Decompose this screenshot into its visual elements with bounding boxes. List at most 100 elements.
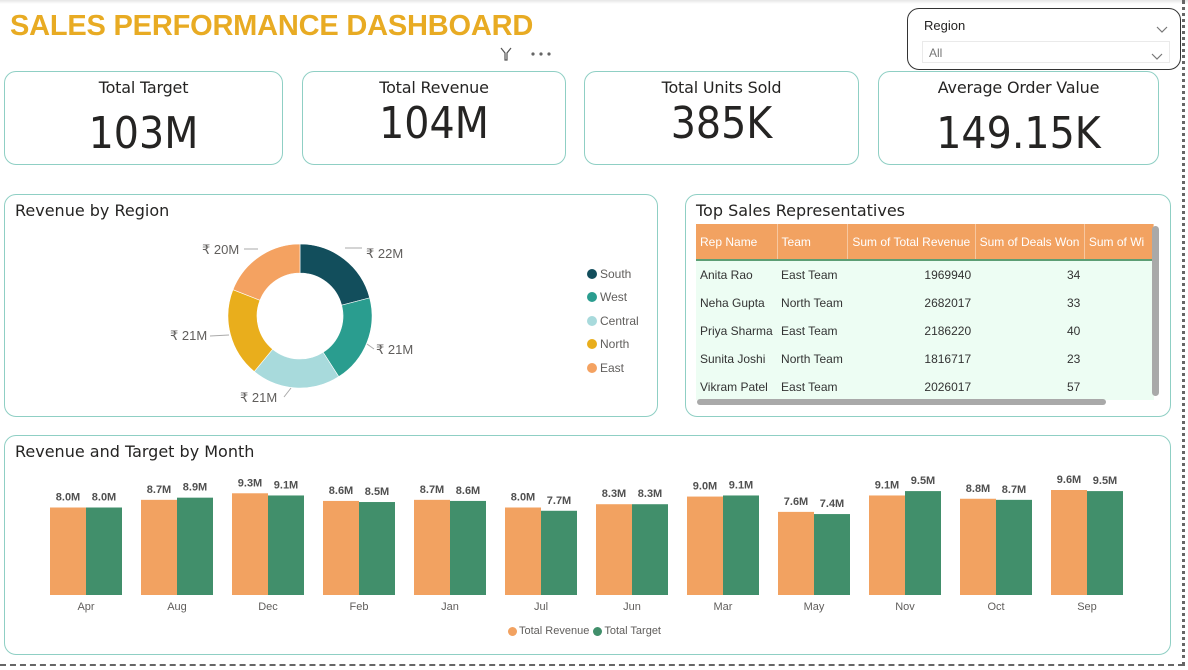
table-row[interactable]: Priya Sharma East Team 2186220 40 (696, 317, 1154, 345)
bar-data-label: 9.5M (911, 475, 935, 487)
bar-total-revenue-jun[interactable] (596, 504, 632, 595)
top-edge (0, 0, 1188, 4)
slicer-title: Region (924, 18, 966, 33)
legend-label: Central (600, 313, 639, 328)
kpi-label: Total Revenue (379, 78, 489, 97)
bar-total-target-oct[interactable] (996, 499, 1032, 595)
bar-total-target-aug[interactable] (177, 497, 213, 595)
bar-total-target-apr[interactable] (86, 507, 122, 596)
bar-data-label: 8.7M (420, 484, 444, 496)
legend-item-north[interactable]: North (583, 333, 639, 357)
bar-total-revenue-sep[interactable] (1051, 490, 1087, 595)
month-chart-legend: Total Revenue Total Target (508, 625, 665, 637)
bar-total-target-jul[interactable] (541, 510, 577, 595)
region-dropdown[interactable]: All (922, 41, 1170, 63)
legend-dot-icon (508, 626, 517, 636)
bar-total-revenue-dec[interactable] (232, 493, 268, 595)
column-header-sum-of-wi[interactable]: Sum of Wi (1084, 224, 1154, 261)
cell-deals-won: 34 (975, 260, 1085, 289)
visual-header (500, 44, 552, 64)
bar-data-label: 9.1M (875, 479, 899, 491)
legend-dot-icon (593, 626, 603, 636)
legend-item-total-target[interactable]: Total Target (593, 625, 661, 637)
donut-slice-east[interactable] (232, 243, 301, 301)
table-vertical-scrollbar[interactable] (1152, 226, 1159, 396)
x-tick-label-jan: Jan (441, 601, 459, 613)
dashboard-title: SALES PERFORMANCE DASHBOARD (10, 10, 534, 42)
cell-total-revenue: 2682017 (847, 289, 976, 317)
donut-leader-line (366, 343, 375, 350)
bar-total-revenue-nov[interactable] (869, 495, 905, 595)
bar-total-revenue-aug[interactable] (141, 499, 177, 595)
bar-data-label: 9.0M (693, 481, 717, 493)
region-dropdown-value: All (929, 46, 943, 60)
bar-data-label: 7.6M (784, 496, 808, 508)
donut-data-label-south: ₹ 22M (366, 246, 403, 261)
legend-item-east[interactable]: East (583, 356, 639, 380)
table-row[interactable]: Anita Rao East Team 1969940 34 (696, 260, 1154, 289)
bar-total-target-feb[interactable] (359, 502, 395, 595)
filter-icon[interactable] (500, 47, 512, 61)
bar-total-revenue-may[interactable] (778, 511, 814, 595)
cell-total-revenue: 2026017 (847, 373, 976, 400)
legend-label: East (600, 360, 625, 375)
legend-dot-icon (587, 268, 597, 279)
bar-data-label: 8.3M (602, 488, 626, 500)
legend-item-west[interactable]: West (583, 286, 639, 310)
bar-total-target-jun[interactable] (632, 504, 668, 595)
legend-item-south[interactable]: South (583, 262, 639, 286)
panel-title: Top Sales Representatives (696, 201, 905, 220)
bar-total-revenue-apr[interactable] (50, 507, 86, 596)
table-row[interactable]: Neha Gupta North Team 2682017 33 (696, 289, 1154, 317)
bar-total-target-nov[interactable] (905, 491, 941, 595)
bar-total-revenue-jul[interactable] (505, 507, 541, 596)
bar-total-revenue-feb[interactable] (323, 500, 359, 595)
cell-total-revenue: 2186220 (847, 317, 976, 345)
legend-label: Total Target (604, 625, 661, 637)
table-row[interactable]: Vikram Patel East Team 2026017 57 (696, 373, 1154, 400)
bar-total-target-may[interactable] (814, 514, 850, 595)
kpi-card-avg-order-value: Average Order Value 149.15K (878, 71, 1159, 165)
bar-total-revenue-oct[interactable] (960, 498, 996, 595)
bar-data-label: 8.7M (147, 484, 171, 496)
bar-data-label: 8.8M (966, 483, 990, 495)
kpi-value: 104M (379, 98, 489, 149)
bar-total-target-dec[interactable] (268, 495, 304, 595)
bar-total-target-sep[interactable] (1087, 491, 1123, 595)
bar-total-target-jan[interactable] (450, 500, 486, 595)
bar-total-revenue-jan[interactable] (414, 499, 450, 595)
table-header-row: Rep Name Team Sum of Total Revenue Sum o… (696, 224, 1154, 261)
more-options-icon[interactable] (530, 51, 552, 57)
cell-rep-name: Sunita Joshi (696, 345, 778, 373)
column-header-rep-name[interactable]: Rep Name (696, 224, 778, 261)
bar-data-label: 8.9M (183, 482, 207, 494)
cell-sum-of-wi (1084, 260, 1154, 289)
cell-rep-name: Priya Sharma (696, 317, 778, 345)
column-header-deals-won[interactable]: Sum of Deals Won (975, 224, 1085, 261)
bar-total-target-mar[interactable] (723, 495, 759, 595)
x-tick-label-jul: Jul (534, 601, 548, 613)
cell-team: East Team (777, 260, 848, 289)
page-border-bottom (0, 664, 1184, 666)
x-tick-label-aug: Aug (167, 601, 187, 613)
table-row[interactable]: Sunita Joshi North Team 1816717 23 (696, 345, 1154, 373)
panel-title: Revenue and Target by Month (15, 442, 255, 461)
legend-item-total-revenue[interactable]: Total Revenue (508, 625, 589, 637)
bar-total-revenue-mar[interactable] (687, 496, 723, 595)
bar-data-label: 8.6M (456, 485, 480, 497)
reps-table-container: Rep Name Team Sum of Total Revenue Sum o… (696, 224, 1154, 400)
cell-sum-of-wi (1084, 373, 1154, 400)
column-header-team[interactable]: Team (777, 224, 849, 261)
chevron-down-icon[interactable] (1156, 19, 1168, 38)
x-tick-label-apr: Apr (77, 601, 94, 613)
column-header-total-revenue[interactable]: Sum of Total Revenue (847, 224, 976, 261)
kpi-label: Average Order Value (937, 78, 1100, 97)
legend-dot-icon (587, 315, 597, 326)
cell-team: North Team (777, 345, 848, 373)
bar-data-label: 9.3M (238, 477, 262, 489)
cell-rep-name: Anita Rao (696, 260, 778, 289)
table-horizontal-scrollbar[interactable] (697, 399, 1106, 405)
donut-data-label-west: ₹ 21M (376, 342, 413, 357)
legend-item-central[interactable]: Central (583, 309, 639, 333)
